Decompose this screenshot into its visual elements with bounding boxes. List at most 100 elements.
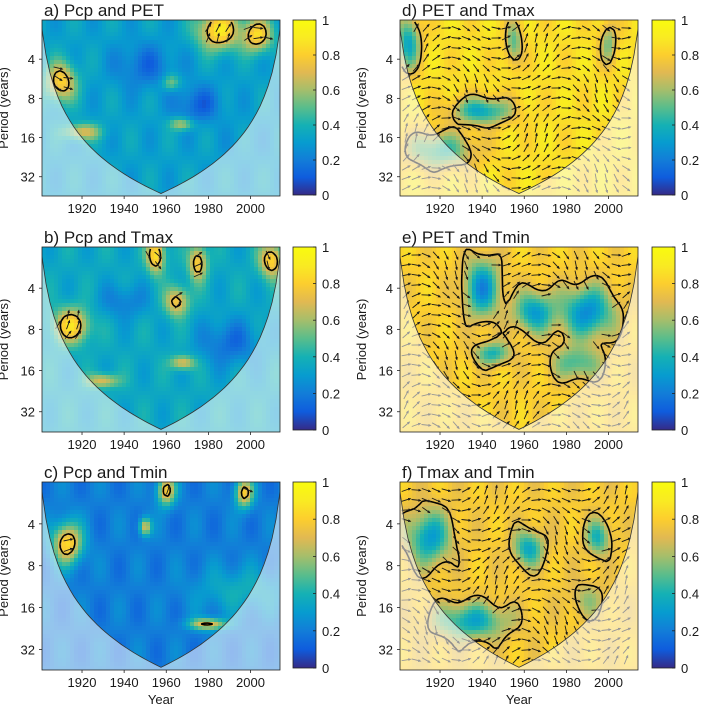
x-tick-label: 2000 <box>236 437 265 452</box>
colorbar-tick-label: 0 <box>322 423 329 438</box>
x-tick-label: 1940 <box>468 201 497 216</box>
colorbar-tick-label: 0.6 <box>681 549 699 564</box>
significance-contours <box>59 483 250 626</box>
panel-title: f) Tmax and Tmin <box>402 463 535 482</box>
phase-arrows <box>53 23 274 92</box>
colorbar-tick-label: 0 <box>681 188 688 203</box>
colorbar-tick-label: 0.4 <box>681 587 699 602</box>
x-tick-label: 1980 <box>552 201 581 216</box>
y-tick-label: 16 <box>21 364 35 379</box>
y-tick-label: 16 <box>379 364 393 379</box>
colorbar-tick-label: 0.8 <box>322 277 340 292</box>
y-tick-label: 8 <box>28 322 35 337</box>
x-tick-label: 1920 <box>68 437 97 452</box>
y-axis-label: Period (years) <box>354 299 369 381</box>
y-tick-label: 32 <box>21 405 35 420</box>
colorbar-tick-label: 0 <box>322 661 329 676</box>
colorbar: 0 0.2 0.4 0.6 0.8 1 <box>292 475 340 676</box>
panel-1: 1920 1940 1960 1980 2000 4 8 16 32 b) Pcp and Tma… <box>0 228 281 452</box>
y-tick-label: 8 <box>386 91 393 106</box>
colorbar-tick-label: 0.6 <box>322 313 340 328</box>
y-tick-label: 16 <box>21 601 35 616</box>
y-tick-label: 8 <box>386 559 393 574</box>
y-tick-label: 4 <box>386 281 393 296</box>
x-tick-label: 1940 <box>110 675 139 690</box>
panel-0: 1920 1940 1960 1980 2000 4 8 16 32 a) Pcp and PET… <box>0 1 281 216</box>
colorbar-tick-label: 0.6 <box>322 549 340 564</box>
panel-title: d) PET and Tmax <box>402 1 535 20</box>
plot-frame <box>41 246 281 433</box>
y-tick-label: 4 <box>28 281 35 296</box>
y-tick-label: 16 <box>379 131 393 146</box>
colorbar-tick-label: 0.8 <box>681 512 699 527</box>
cone-of-influence-overlay <box>400 20 638 196</box>
x-tick-label: 1940 <box>110 437 139 452</box>
y-tick-label: 4 <box>386 52 393 67</box>
colorbar-gradient <box>651 246 676 431</box>
colorbar: 0 0.2 0.4 0.6 0.8 1 <box>651 240 699 438</box>
colorbar: 0 0.2 0.4 0.6 0.8 1 <box>651 13 699 203</box>
y-axis-label: Period (years) <box>354 67 369 149</box>
panel-title: a) Pcp and PET <box>44 1 164 20</box>
panel-5: 1920 1940 1960 1980 2000 4 8 16 32 f) Tmax and Tm… <box>354 463 639 707</box>
colorbar-tick-label: 0.2 <box>322 624 340 639</box>
colorbar-tick-label: 0.6 <box>681 313 699 328</box>
colorbar: 0 0.2 0.4 0.6 0.8 1 <box>292 240 340 438</box>
colorbar-tick-label: 1 <box>322 240 329 255</box>
x-tick-label: 1960 <box>152 201 181 216</box>
y-tick-label: 32 <box>379 405 393 420</box>
colorbar-gradient <box>651 19 676 196</box>
y-tick-label: 16 <box>21 131 35 146</box>
x-tick-label: 1980 <box>194 675 223 690</box>
x-tick-label: 1980 <box>194 437 223 452</box>
cone-of-influence-overlay <box>400 247 638 432</box>
colorbar-tick-label: 0.2 <box>681 153 699 168</box>
plot-frame <box>41 19 281 197</box>
cone-of-influence-overlay <box>42 20 280 196</box>
panel-title: e) PET and Tmin <box>402 228 530 247</box>
cone-of-influence-line <box>400 256 638 430</box>
cone-of-influence-line <box>42 29 280 194</box>
colorbar-tick-label: 0.8 <box>681 48 699 63</box>
cone-of-influence-line <box>400 29 638 194</box>
y-axis-label: Period (years) <box>0 67 11 149</box>
colorbar-tick-label: 1 <box>322 475 329 490</box>
x-tick-label: 1960 <box>510 437 539 452</box>
colorbar-tick-label: 0.4 <box>681 350 699 365</box>
x-tick-label: 1960 <box>152 437 181 452</box>
x-tick-label: 2000 <box>594 437 623 452</box>
x-tick-label: 1980 <box>552 437 581 452</box>
cone-of-influence-overlay <box>42 247 280 432</box>
colorbar-tick-label: 0.8 <box>681 277 699 292</box>
y-tick-label: 32 <box>21 170 35 185</box>
plot-frame <box>41 481 281 671</box>
x-tick-label: 1980 <box>194 201 223 216</box>
y-tick-label: 8 <box>386 322 393 337</box>
y-tick-label: 16 <box>379 601 393 616</box>
colorbar-tick-label: 0.8 <box>322 48 340 63</box>
colorbar-tick-label: 0.2 <box>681 624 699 639</box>
x-tick-label: 1960 <box>152 675 181 690</box>
cone-of-influence-overlay <box>400 482 638 670</box>
panel-title: b) Pcp and Tmax <box>44 228 174 247</box>
plot-frame <box>399 481 639 671</box>
colorbar-tick-label: 0 <box>322 188 329 203</box>
x-tick-label: 1940 <box>468 437 497 452</box>
y-tick-label: 32 <box>379 642 393 657</box>
colorbar-gradient <box>292 246 317 431</box>
colorbar-tick-label: 1 <box>681 240 688 255</box>
panel-4: 1920 1940 1960 1980 2000 4 8 16 32 e) PET and Tmi… <box>354 228 639 452</box>
colorbar-tick-label: 0.2 <box>322 153 340 168</box>
panel-title: c) Pcp and Tmin <box>44 463 167 482</box>
colorbar-tick-label: 0.4 <box>681 118 699 133</box>
x-tick-label: 1920 <box>68 675 97 690</box>
x-axis-label: Year <box>506 692 533 707</box>
colorbar-tick-label: 0 <box>681 423 688 438</box>
y-tick-label: 4 <box>28 517 35 532</box>
colorbar-gradient <box>292 481 317 669</box>
plot-frame <box>399 246 639 433</box>
cone-of-influence-line <box>400 491 638 668</box>
plot-frame <box>399 19 639 197</box>
colorbar-tick-label: 1 <box>681 13 688 28</box>
